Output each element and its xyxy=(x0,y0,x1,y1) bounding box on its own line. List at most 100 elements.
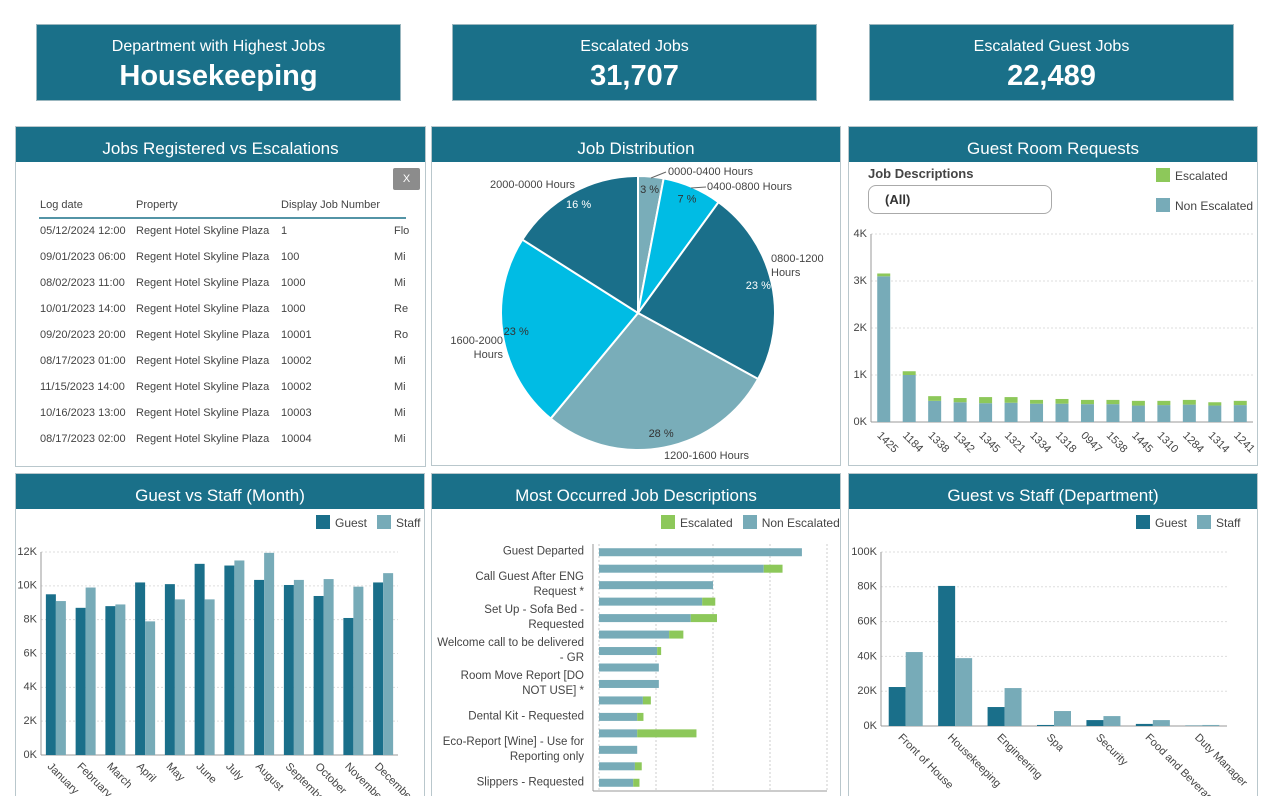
column-header: Log date xyxy=(40,199,83,211)
y-tick-label: 2K xyxy=(24,715,38,727)
table-cell: Regent Hotel Skyline Plaza xyxy=(136,381,270,393)
bar xyxy=(194,563,205,755)
legend-label: Non Escalated xyxy=(761,516,840,530)
legend: Guest Staff xyxy=(316,515,420,530)
slice-value-label: 7 % xyxy=(677,194,696,206)
bar-segment xyxy=(599,581,713,590)
x-tick-label: May xyxy=(164,761,188,785)
bar-segment xyxy=(1182,399,1196,405)
bar-segment xyxy=(763,564,783,573)
bar-segment xyxy=(599,696,643,705)
kpi-value: Housekeeping xyxy=(119,60,318,92)
bar xyxy=(234,560,245,755)
bar-segment xyxy=(599,564,764,573)
x-tick-label: 1184 xyxy=(900,430,925,455)
bar xyxy=(938,585,956,726)
table-cell: 10/16/2023 13:00 xyxy=(40,407,126,419)
kpi-card: Escalated Guest Jobs 22,489 xyxy=(869,24,1234,101)
table-panel: Jobs Registered vs Escalations X Log dat… xyxy=(15,126,426,467)
bar-segment xyxy=(1055,398,1069,404)
pie-slice xyxy=(520,174,639,315)
y-tick-label: 0K xyxy=(864,720,878,732)
slice-label: 0400-0800 Hours xyxy=(707,181,793,193)
y-tick-label: 60K xyxy=(857,616,877,628)
x-tick-label: August xyxy=(253,761,286,794)
table-cell: Mi xyxy=(394,355,406,367)
bar-segment xyxy=(599,762,635,771)
table-cell: 1000 xyxy=(281,303,305,315)
bar xyxy=(987,707,1005,726)
leader-line xyxy=(690,186,707,189)
legend-item: Escalated xyxy=(661,515,733,530)
legend-item: Guest xyxy=(316,515,367,530)
y-tick-label: Room Move Report [DO NOT USE] * xyxy=(460,669,584,697)
bar-segment xyxy=(599,712,638,721)
kpi-value: 22,489 xyxy=(1007,60,1096,92)
bar-segment xyxy=(1131,405,1145,422)
y-tick-label: 3K xyxy=(854,275,868,287)
bar xyxy=(323,579,334,755)
table-cell: Mi xyxy=(394,407,406,419)
y-tick-label: Call Guest After ENG Request * xyxy=(475,571,584,599)
bar-segment xyxy=(877,276,891,422)
legend-swatch xyxy=(1136,515,1150,529)
y-tick-label: 4K xyxy=(854,228,868,240)
table-cell: 1 xyxy=(281,225,287,237)
y-tick-label: Dental Kit - Requested xyxy=(468,710,584,723)
table-cell: 10/01/2023 14:00 xyxy=(40,303,126,315)
bar xyxy=(254,579,265,755)
bar xyxy=(343,617,354,755)
y-tick-label: Set Up - Sofa Bed - Requested xyxy=(484,604,584,632)
x-tick-label: July xyxy=(223,761,246,784)
bar xyxy=(174,599,185,755)
table-cell: Regent Hotel Skyline Plaza xyxy=(136,329,270,341)
bar-segment xyxy=(634,762,642,771)
bar-segment xyxy=(877,273,891,277)
x-tick-label: 1284 xyxy=(1180,430,1206,456)
bar xyxy=(1037,724,1054,726)
table-cell: Re xyxy=(394,303,408,315)
chart-panel: Most Occurred Job Descriptions Escalated N… xyxy=(431,473,841,796)
bar-segment xyxy=(1004,397,1018,403)
bar xyxy=(105,606,116,755)
x-tick-label: 1314 xyxy=(1206,430,1232,456)
bar-segment xyxy=(599,647,658,656)
table-cell: Regent Hotel Skyline Plaza xyxy=(136,407,270,419)
bar-segment xyxy=(1106,399,1120,405)
table-cell: Ro xyxy=(394,329,408,341)
y-tick-label: 80K xyxy=(857,581,877,593)
bar xyxy=(55,601,66,755)
table-cell: 10001 xyxy=(281,329,312,341)
leader-line xyxy=(650,171,667,179)
slice-label: 0800-1200 Hours xyxy=(771,253,824,279)
x-tick-label: 1445 xyxy=(1129,430,1155,456)
table-cell: 05/12/2024 12:00 xyxy=(40,225,126,237)
bar-segment xyxy=(599,630,670,639)
bar-segment xyxy=(1080,404,1094,422)
table-cell: Flo xyxy=(394,225,409,237)
close-button[interactable]: X xyxy=(393,168,420,190)
chart xyxy=(592,544,828,792)
legend-swatch xyxy=(1156,168,1170,182)
panel-title: Jobs Registered vs Escalations xyxy=(16,127,425,162)
table-cell: Mi xyxy=(394,251,406,263)
x-tick-label: 1345 xyxy=(976,430,1002,456)
table-cell: 10002 xyxy=(281,381,312,393)
bar xyxy=(224,565,235,755)
legend-item: Non Escalated xyxy=(742,515,840,530)
chart-panel: Job Distribution 3 % 7 % 23 % 28 % 23 % 16 % 00… xyxy=(431,126,841,466)
bar xyxy=(1004,688,1022,726)
bar xyxy=(373,582,384,755)
bar xyxy=(75,607,86,755)
bar xyxy=(955,658,973,726)
kpi-label: Escalated Guest Jobs xyxy=(973,38,1130,55)
kpi-card: Escalated Jobs 31,707 xyxy=(452,24,817,101)
y-tick-label: Welcome call to be delivered - GR xyxy=(437,637,584,665)
table-cell: Regent Hotel Skyline Plaza xyxy=(136,433,270,445)
bar xyxy=(283,584,294,755)
bar-segment xyxy=(1106,404,1120,422)
legend-swatch xyxy=(1156,198,1170,212)
filter-dropdown[interactable]: (All) xyxy=(868,185,1052,214)
legend-label: Guest xyxy=(335,516,368,530)
